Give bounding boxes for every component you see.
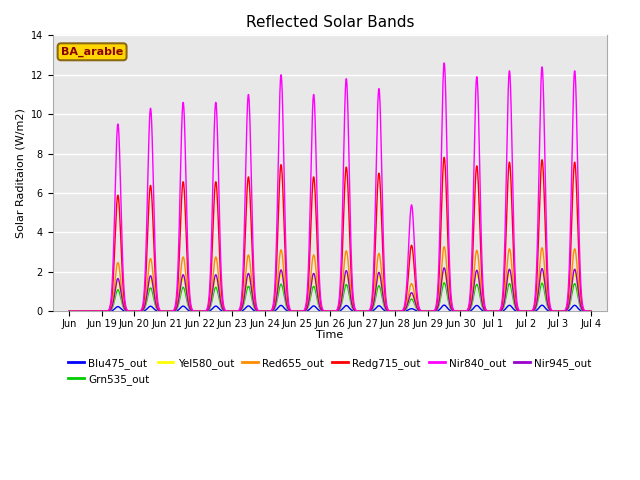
Title: Reflected Solar Bands: Reflected Solar Bands	[246, 15, 414, 30]
Y-axis label: Solar Raditaion (W/m2): Solar Raditaion (W/m2)	[15, 108, 25, 238]
Text: BA_arable: BA_arable	[61, 47, 124, 57]
Legend: Blu475_out, Grn535_out, Yel580_out, Red655_out, Redg715_out, Nir840_out, Nir945_: Blu475_out, Grn535_out, Yel580_out, Red6…	[64, 354, 596, 389]
X-axis label: Time: Time	[316, 330, 344, 340]
